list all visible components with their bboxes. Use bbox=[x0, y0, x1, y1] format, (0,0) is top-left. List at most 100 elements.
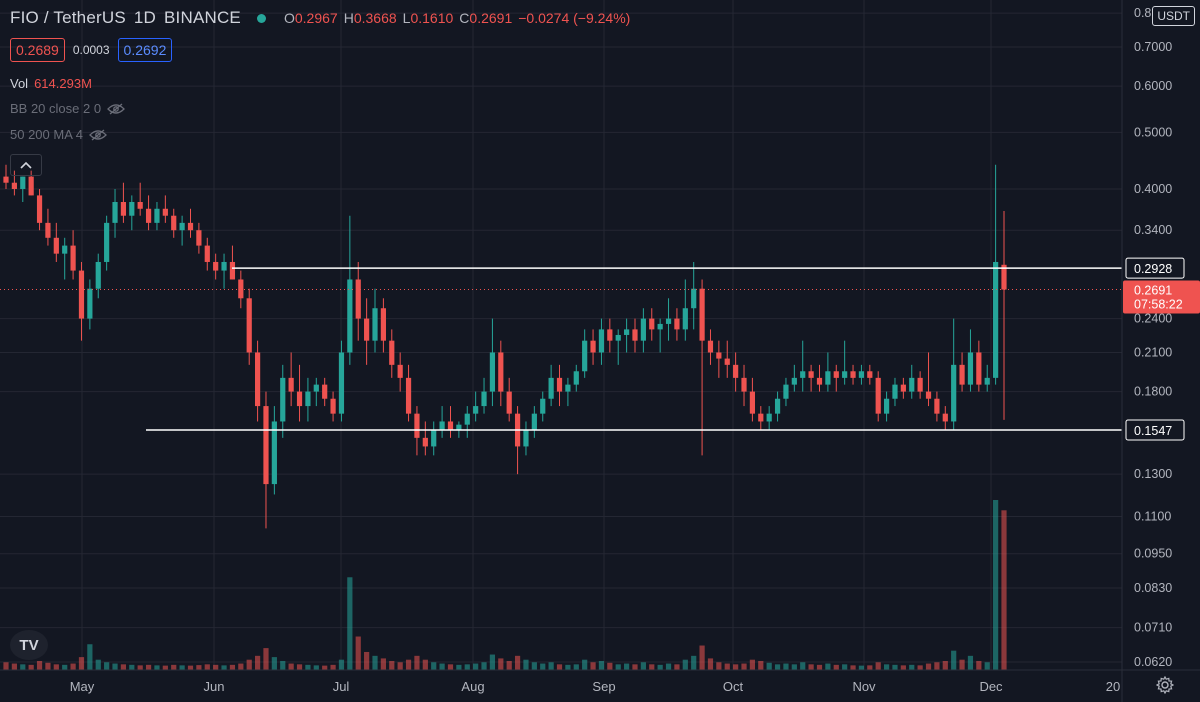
candle-body bbox=[842, 371, 848, 378]
low-value: 0.1610 bbox=[410, 10, 454, 26]
candle-body bbox=[104, 222, 110, 262]
candle-body bbox=[313, 384, 319, 392]
volume-bar bbox=[967, 655, 974, 670]
candle-body bbox=[615, 334, 621, 341]
change-value: −0.0274 (−9.24%) bbox=[518, 10, 631, 26]
low-label: L bbox=[402, 10, 411, 26]
candle-body bbox=[900, 384, 906, 392]
volume-bar bbox=[204, 664, 210, 670]
volume-bar bbox=[573, 664, 579, 670]
candle-body bbox=[598, 329, 605, 353]
candle-body bbox=[204, 245, 210, 262]
volume-bar bbox=[313, 665, 319, 670]
candle-body bbox=[95, 261, 101, 289]
candle-body bbox=[45, 222, 51, 238]
volume-bar bbox=[523, 659, 529, 670]
candle-body bbox=[867, 371, 873, 378]
last-price-tag bbox=[1123, 280, 1200, 314]
collapse-legend-button[interactable] bbox=[10, 154, 42, 176]
eye-off-icon[interactable] bbox=[107, 103, 125, 115]
volume-bar bbox=[800, 662, 806, 670]
candle-body bbox=[179, 222, 185, 231]
y-tick-label: 0.1300 bbox=[1134, 467, 1172, 481]
volume-bar bbox=[104, 662, 110, 670]
volume-bar bbox=[213, 664, 219, 670]
candle-body bbox=[431, 429, 437, 447]
buy-price-button[interactable]: 0.2692 bbox=[117, 38, 173, 62]
volume-bar bbox=[942, 660, 948, 670]
volume-bar bbox=[70, 663, 76, 670]
candle-body bbox=[229, 261, 236, 280]
volume-bar bbox=[36, 660, 43, 670]
volume-bar bbox=[271, 657, 277, 670]
volume-bar bbox=[196, 665, 202, 670]
candle-body bbox=[322, 384, 328, 399]
candle-body bbox=[716, 352, 722, 359]
candle-body bbox=[942, 413, 948, 422]
volume-bar bbox=[347, 577, 353, 670]
candle-body bbox=[582, 340, 588, 372]
volume-bar bbox=[825, 663, 831, 670]
interval[interactable]: 1D bbox=[133, 8, 156, 27]
volume-bar bbox=[548, 662, 554, 670]
open-value: 0.2967 bbox=[294, 10, 338, 26]
candle-body bbox=[624, 329, 630, 335]
sell-price-button[interactable]: 0.2689 bbox=[10, 38, 65, 62]
candle-body bbox=[137, 201, 143, 209]
volume-bar bbox=[473, 663, 479, 670]
candle-body bbox=[632, 329, 638, 341]
last-price-label: 0.2691 bbox=[1134, 284, 1172, 298]
gear-icon[interactable] bbox=[1156, 676, 1174, 694]
candle-body bbox=[707, 340, 714, 353]
symbol-title[interactable]: FIO / TetherUS bbox=[10, 8, 126, 27]
volume-bar bbox=[296, 664, 303, 670]
volume-bar bbox=[808, 664, 814, 670]
currency-button[interactable]: USDT bbox=[1152, 6, 1195, 26]
volume-bar bbox=[741, 663, 747, 670]
candle-body bbox=[112, 201, 118, 223]
ma-indicator[interactable]: 50 200 MA 4 bbox=[10, 127, 107, 142]
volume-label: Vol bbox=[10, 76, 29, 91]
countdown-label: 07:58:22 bbox=[1134, 298, 1183, 312]
volume-bar bbox=[263, 648, 269, 670]
volume-bar bbox=[540, 663, 546, 670]
candle-body bbox=[657, 323, 663, 330]
volume-bar bbox=[984, 662, 990, 670]
candle-body bbox=[464, 413, 470, 425]
volume-indicator[interactable]: Vol 614.293M bbox=[10, 76, 92, 91]
high-value: 0.3668 bbox=[353, 10, 397, 26]
volume-bar bbox=[53, 664, 59, 670]
candle-body bbox=[498, 352, 504, 392]
volume-bar bbox=[624, 663, 630, 670]
candle-body bbox=[934, 398, 940, 414]
volume-bar bbox=[288, 663, 294, 670]
eye-off-icon[interactable] bbox=[89, 129, 107, 141]
volume-bar bbox=[867, 665, 873, 670]
volume-bar bbox=[733, 664, 739, 670]
candle-body bbox=[246, 298, 252, 353]
candle-body bbox=[875, 377, 881, 414]
candle-body bbox=[271, 421, 277, 485]
candle-body bbox=[741, 377, 747, 392]
candle-body bbox=[330, 398, 336, 414]
candle-body bbox=[976, 352, 982, 385]
volume-bar bbox=[514, 655, 521, 670]
candle-body bbox=[414, 413, 420, 438]
bollinger-indicator[interactable]: BB 20 close 2 0 bbox=[10, 101, 125, 116]
volume-bar bbox=[951, 650, 957, 670]
y-tick-label: 0.0950 bbox=[1134, 547, 1172, 561]
volume-bar bbox=[640, 662, 646, 670]
level-price-label: 0.2928 bbox=[1134, 262, 1172, 276]
volume-bar bbox=[380, 658, 386, 670]
candle-body bbox=[53, 237, 59, 254]
candle-body bbox=[11, 182, 17, 189]
candle-body bbox=[883, 398, 890, 414]
x-tick-label: May bbox=[70, 679, 95, 694]
candle-body bbox=[422, 437, 428, 447]
candle-body bbox=[70, 245, 76, 271]
candle-body bbox=[288, 377, 294, 392]
volume-bar bbox=[221, 665, 227, 670]
tradingview-logo[interactable]: TV bbox=[10, 630, 48, 660]
volume-value: 614.293M bbox=[34, 76, 92, 91]
